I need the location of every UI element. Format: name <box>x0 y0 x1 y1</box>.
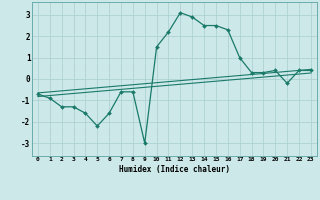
X-axis label: Humidex (Indice chaleur): Humidex (Indice chaleur) <box>119 165 230 174</box>
